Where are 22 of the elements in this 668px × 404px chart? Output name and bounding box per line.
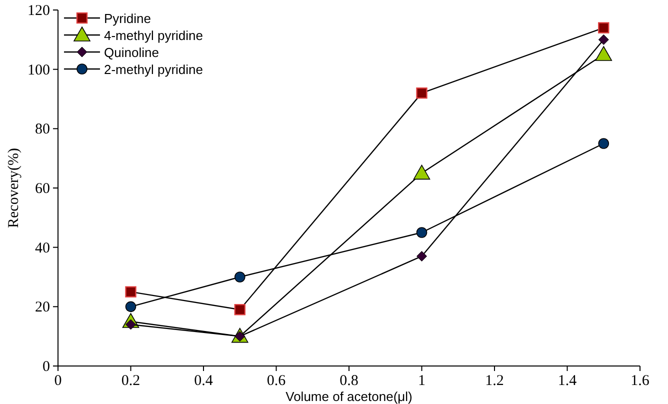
y-tick-label: 40: [35, 240, 50, 256]
y-axis-title: Recovery(%): [6, 148, 22, 228]
x-tick-label: 1: [418, 373, 426, 389]
legend-label: Quinoline: [104, 45, 159, 60]
x-tick-label: 0.2: [121, 373, 140, 389]
y-tick-label: 60: [35, 181, 50, 197]
y-tick-label: 0: [42, 359, 50, 375]
x-tick-label: 1.6: [630, 373, 650, 389]
y-tick-label: 20: [35, 300, 50, 316]
x-axis-title: Volume of acetone(μl): [286, 389, 412, 404]
legend-label: 2-methyl pyridine: [104, 62, 203, 77]
x-tick-label: 0.6: [266, 373, 286, 389]
legend-label: Pyridine: [104, 11, 151, 26]
legend-label: 4-methyl pyridine: [104, 28, 203, 43]
y-tick-label: 100: [28, 62, 50, 78]
y-tick-label: 80: [35, 122, 50, 138]
y-tick-label: 120: [28, 3, 50, 19]
x-tick-label: 0.4: [194, 373, 214, 389]
x-tick-label: 0.8: [340, 373, 358, 389]
x-tick-label: 1.2: [485, 373, 504, 389]
x-tick-label: 1.4: [558, 373, 578, 389]
x-tick-label: 0: [54, 373, 62, 389]
